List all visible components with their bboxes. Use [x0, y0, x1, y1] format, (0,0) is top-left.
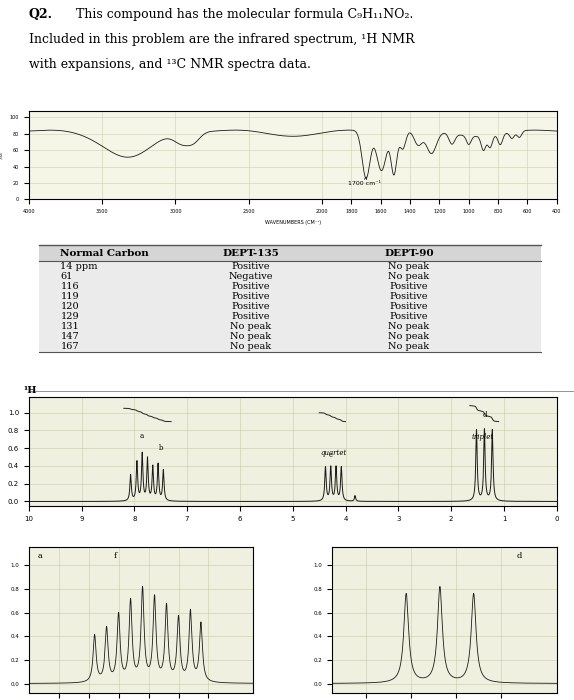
Text: Positive: Positive	[390, 312, 428, 321]
Text: 131: 131	[60, 322, 79, 331]
Text: No peak: No peak	[230, 322, 271, 331]
Text: a: a	[140, 432, 145, 440]
Text: 147: 147	[60, 332, 79, 341]
Text: with expansions, and ¹³C NMR spectra data.: with expansions, and ¹³C NMR spectra dat…	[29, 58, 311, 71]
Text: Q2.: Q2.	[29, 8, 53, 21]
Text: No peak: No peak	[230, 332, 271, 341]
Text: quartet: quartet	[320, 449, 347, 457]
Text: DEPT-135: DEPT-135	[222, 249, 279, 258]
Text: 116: 116	[60, 282, 79, 291]
Text: 14 ppm: 14 ppm	[60, 262, 98, 271]
Text: 167: 167	[60, 342, 79, 351]
Text: Positive: Positive	[231, 312, 270, 321]
Text: Positive: Positive	[231, 302, 270, 311]
Text: d: d	[517, 552, 522, 560]
Text: No peak: No peak	[389, 332, 429, 341]
Text: Positive: Positive	[231, 262, 270, 271]
Text: No peak: No peak	[389, 322, 429, 331]
Text: c: c	[329, 451, 333, 459]
Text: No peak: No peak	[389, 272, 429, 281]
Text: 129: 129	[60, 312, 79, 321]
Text: 120: 120	[60, 302, 79, 311]
Text: 119: 119	[60, 292, 79, 301]
Text: Included in this problem are the infrared spectrum, ¹H NMR: Included in this problem are the infrare…	[29, 33, 414, 46]
Text: This compound has the molecular formula C₉H₁₁NO₂.: This compound has the molecular formula …	[76, 8, 414, 21]
Text: Positive: Positive	[390, 292, 428, 301]
Text: b: b	[158, 444, 163, 452]
Text: triplet: triplet	[472, 433, 494, 442]
Y-axis label: %T: %T	[0, 150, 4, 160]
Text: No peak: No peak	[389, 262, 429, 271]
Text: Positive: Positive	[390, 302, 428, 311]
Text: No peak: No peak	[230, 342, 271, 351]
Text: Normal Carbon: Normal Carbon	[60, 249, 149, 258]
Text: Negative: Negative	[228, 272, 273, 281]
Text: No peak: No peak	[389, 342, 429, 351]
Text: Positive: Positive	[231, 282, 270, 291]
Text: a: a	[38, 552, 42, 560]
X-axis label: WAVENUMBERS (CM⁻¹): WAVENUMBERS (CM⁻¹)	[265, 220, 321, 225]
Text: Positive: Positive	[231, 292, 270, 301]
Text: Positive: Positive	[390, 282, 428, 291]
Text: DEPT-90: DEPT-90	[384, 249, 434, 258]
Text: f: f	[114, 552, 117, 560]
Text: 61: 61	[60, 272, 73, 281]
Text: 1700 cm⁻¹: 1700 cm⁻¹	[348, 177, 382, 186]
Bar	[39, 246, 541, 261]
Text: d: d	[482, 411, 487, 419]
Text: ¹H: ¹H	[24, 386, 37, 395]
